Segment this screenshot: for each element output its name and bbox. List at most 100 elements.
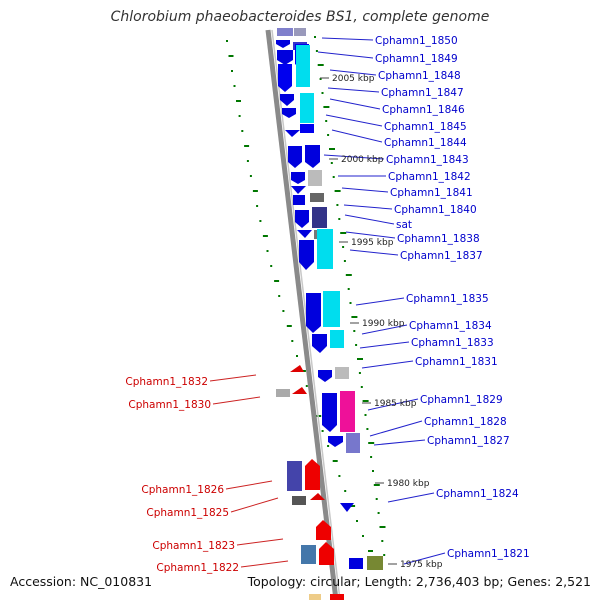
- gene-arrow: [305, 145, 320, 168]
- gene-arrow: [312, 334, 327, 353]
- gene-label[interactable]: Cphamn1_1844: [384, 137, 467, 149]
- gc-dot: [321, 92, 324, 94]
- gene-label[interactable]: Cphamn1_1846: [382, 104, 465, 116]
- gene-arrow: [319, 542, 334, 565]
- gc-dot: [345, 274, 352, 276]
- leader-line: [236, 538, 284, 546]
- genome-backbone: [265, 29, 339, 600]
- gc-dot: [357, 358, 363, 360]
- gc-dot: [325, 120, 328, 122]
- gene-label[interactable]: Cphamn1_1828: [424, 416, 507, 428]
- gc-dot: [356, 520, 358, 522]
- gene-gray: [292, 496, 306, 505]
- gene-label[interactable]: Cphamn1_1825: [146, 507, 229, 519]
- gene-label[interactable]: Cphamn1_1842: [388, 171, 471, 183]
- gc-dot: [319, 78, 322, 80]
- gene-label[interactable]: Cphamn1_1831: [415, 356, 498, 368]
- kbp-tick-label: 1995 kbp: [351, 238, 394, 248]
- gene-label[interactable]: Cphamn1_1850: [375, 35, 458, 47]
- gene-label[interactable]: Cphamn1_1841: [390, 187, 473, 199]
- gene-label[interactable]: Cphamn1_1824: [436, 488, 519, 500]
- gene-label[interactable]: Cphamn1_1835: [406, 293, 489, 305]
- gene-label[interactable]: Cphamn1_1829: [420, 394, 503, 406]
- left-gene-labels: Cphamn1_1832 Cphamn1_1830 Cphamn1_1826 Cpha…: [125, 376, 239, 574]
- gene-block: [346, 433, 360, 453]
- gene-label[interactable]: Cphamn1_1832: [125, 376, 208, 388]
- gc-dot: [373, 484, 380, 486]
- gene-block: [294, 28, 306, 36]
- topology-text: Topology: circular; Length: 2,736,403 bp…: [247, 574, 591, 589]
- gene-label[interactable]: Cphamn1_1833: [411, 337, 494, 349]
- gene-block: [293, 195, 305, 205]
- gene-block: [309, 594, 321, 600]
- gc-dot: [266, 250, 269, 252]
- leader-line: [344, 214, 395, 225]
- leader-line: [325, 114, 383, 127]
- gene-cyan: [330, 330, 344, 348]
- gc-dot: [368, 442, 375, 444]
- gc-dot: [383, 554, 386, 556]
- gene-arrow: [290, 365, 304, 372]
- gene-label[interactable]: Cphamn1_1822: [156, 562, 239, 574]
- gene-arrow: [282, 108, 296, 118]
- kbp-tick-label: 1985 kbp: [374, 399, 417, 409]
- gene-arrow: [310, 493, 325, 500]
- leader-line: [329, 69, 377, 76]
- gc-dot: [315, 50, 318, 52]
- gene-label[interactable]: Cphamn1_1847: [381, 87, 464, 99]
- gene-label[interactable]: Cphamn1_1837: [400, 250, 483, 262]
- leader-line: [331, 129, 383, 143]
- gc-dot: [366, 428, 369, 430]
- gene-label[interactable]: Cphamn1_1849: [375, 53, 458, 65]
- kbp-tick-label: 1980 kbp: [387, 479, 430, 489]
- gene-label[interactable]: Cphamn1_1826: [141, 484, 224, 496]
- gc-dot: [282, 310, 285, 312]
- gene-arrow: [328, 436, 343, 447]
- gene-label[interactable]: Cphamn1_1830: [128, 399, 211, 411]
- gene-block: [300, 124, 314, 133]
- gene-label[interactable]: Cphamn1_1845: [384, 121, 467, 133]
- accession-text: Accession: NC_010831: [10, 574, 153, 589]
- leader-line: [355, 297, 405, 306]
- gene-arrow: [278, 64, 292, 92]
- leader-line: [329, 98, 381, 110]
- gene-arrow: [318, 370, 332, 382]
- gc-dot: [323, 106, 330, 108]
- gc-dot: [233, 85, 236, 87]
- gene-gray: [276, 389, 290, 397]
- forward-genes: [276, 40, 383, 570]
- gene-label[interactable]: Cphamn1_1821: [447, 548, 530, 560]
- gc-dot: [317, 64, 324, 66]
- gene-label[interactable]: Cphamn1_1827: [427, 435, 510, 447]
- gene-label[interactable]: Cphamn1_1843: [386, 154, 469, 166]
- gene-arrow: [340, 503, 354, 512]
- gene-arrow: [316, 520, 331, 540]
- kbp-ticks: 2005 kbp 2000 kbp 1995 kbp 1990 kbp 1985 kbp…: [320, 74, 443, 570]
- gene-label[interactable]: Cphamn1_1848: [378, 70, 461, 82]
- gc-dot: [334, 190, 341, 192]
- gc-dot: [349, 302, 352, 304]
- leader-line: [341, 187, 389, 193]
- leader-line: [373, 439, 426, 446]
- gene-arrow: [288, 146, 302, 168]
- gene-arrow: [291, 186, 306, 194]
- gene-label[interactable]: sat: [396, 219, 412, 231]
- gene-label[interactable]: Cphamn1_1840: [394, 204, 477, 216]
- left-leader-lines: [209, 374, 289, 568]
- gc-dot: [274, 280, 280, 282]
- gc-dot: [329, 148, 335, 150]
- gene-label[interactable]: Cphamn1_1823: [152, 540, 235, 552]
- gc-dot: [314, 36, 316, 38]
- gc-dot: [330, 162, 333, 164]
- gc-dot: [241, 130, 244, 132]
- gc-dot: [244, 145, 250, 147]
- gene-label[interactable]: Cphamn1_1834: [409, 320, 492, 332]
- leader-line: [317, 51, 374, 59]
- gc-dot: [252, 190, 258, 192]
- gc-dot: [278, 295, 281, 297]
- gene-cyan: [317, 229, 333, 269]
- gene-label[interactable]: Cphamn1_1838: [397, 233, 480, 245]
- gene-block: [287, 461, 302, 491]
- gc-dot: [377, 512, 380, 514]
